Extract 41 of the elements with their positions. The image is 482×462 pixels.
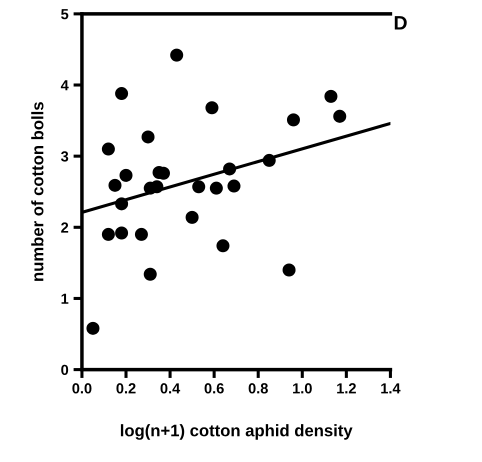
point bbox=[282, 263, 296, 276]
point bbox=[115, 226, 128, 240]
point bbox=[86, 322, 100, 335]
point bbox=[227, 180, 240, 193]
y-tick-label: 5 bbox=[61, 9, 68, 20]
point bbox=[170, 48, 184, 62]
point bbox=[134, 228, 148, 241]
x-tick-label: 1.0 bbox=[293, 383, 312, 394]
point bbox=[115, 87, 128, 100]
x-tick-label: 0.0 bbox=[72, 383, 92, 394]
point bbox=[192, 180, 206, 194]
point bbox=[205, 101, 218, 114]
x-tick-label: 0.6 bbox=[204, 383, 224, 394]
point bbox=[102, 142, 115, 156]
y-tick-label: 1 bbox=[62, 294, 68, 304]
point bbox=[108, 178, 122, 192]
x-tick-label: 1.4 bbox=[381, 383, 400, 394]
x-tick-label: 0.2 bbox=[116, 383, 136, 394]
x-tick-label: 1.2 bbox=[337, 383, 356, 394]
point bbox=[324, 90, 338, 103]
y-tick-label: 4 bbox=[60, 80, 69, 90]
point bbox=[144, 268, 157, 281]
point bbox=[210, 182, 223, 195]
x-tick-label: 0.8 bbox=[248, 383, 268, 394]
point bbox=[142, 130, 155, 144]
y-tick-label: 3 bbox=[60, 151, 68, 162]
point bbox=[223, 162, 236, 176]
point bbox=[186, 210, 199, 224]
x-tick-label: 0.4 bbox=[160, 383, 180, 394]
point bbox=[102, 228, 115, 241]
y-axis-title: number of cotton bolls bbox=[31, 102, 44, 281]
x-axis-title: log(n+1) cotton aphid density bbox=[120, 424, 353, 440]
point bbox=[262, 154, 276, 167]
point bbox=[115, 197, 128, 210]
y-tick-label: 2 bbox=[61, 222, 68, 233]
y-tick-label: 0 bbox=[61, 364, 68, 376]
text: D bbox=[394, 16, 407, 30]
point bbox=[216, 239, 230, 252]
point bbox=[120, 168, 133, 182]
point bbox=[333, 110, 346, 123]
point bbox=[286, 113, 300, 126]
